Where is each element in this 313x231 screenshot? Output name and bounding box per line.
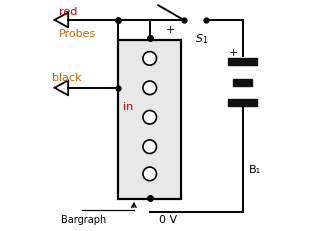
Text: $S_1$: $S_1$	[195, 32, 208, 46]
Bar	[233, 79, 252, 86]
Bar	[118, 41, 182, 199]
Text: 0 V: 0 V	[159, 214, 177, 224]
Text: +: +	[229, 47, 238, 57]
Text: Probes: Probes	[59, 29, 96, 39]
Text: black: black	[52, 72, 82, 82]
Circle shape	[143, 167, 156, 181]
Circle shape	[143, 52, 156, 66]
Bar	[228, 59, 257, 66]
Text: Bargraph: Bargraph	[61, 214, 107, 224]
Text: in: in	[122, 101, 133, 112]
Text: B₁: B₁	[249, 165, 261, 175]
Circle shape	[143, 111, 156, 125]
Text: red: red	[59, 7, 78, 17]
Text: +: +	[166, 25, 175, 35]
Circle shape	[143, 140, 156, 154]
Circle shape	[143, 82, 156, 95]
Bar	[228, 100, 257, 106]
